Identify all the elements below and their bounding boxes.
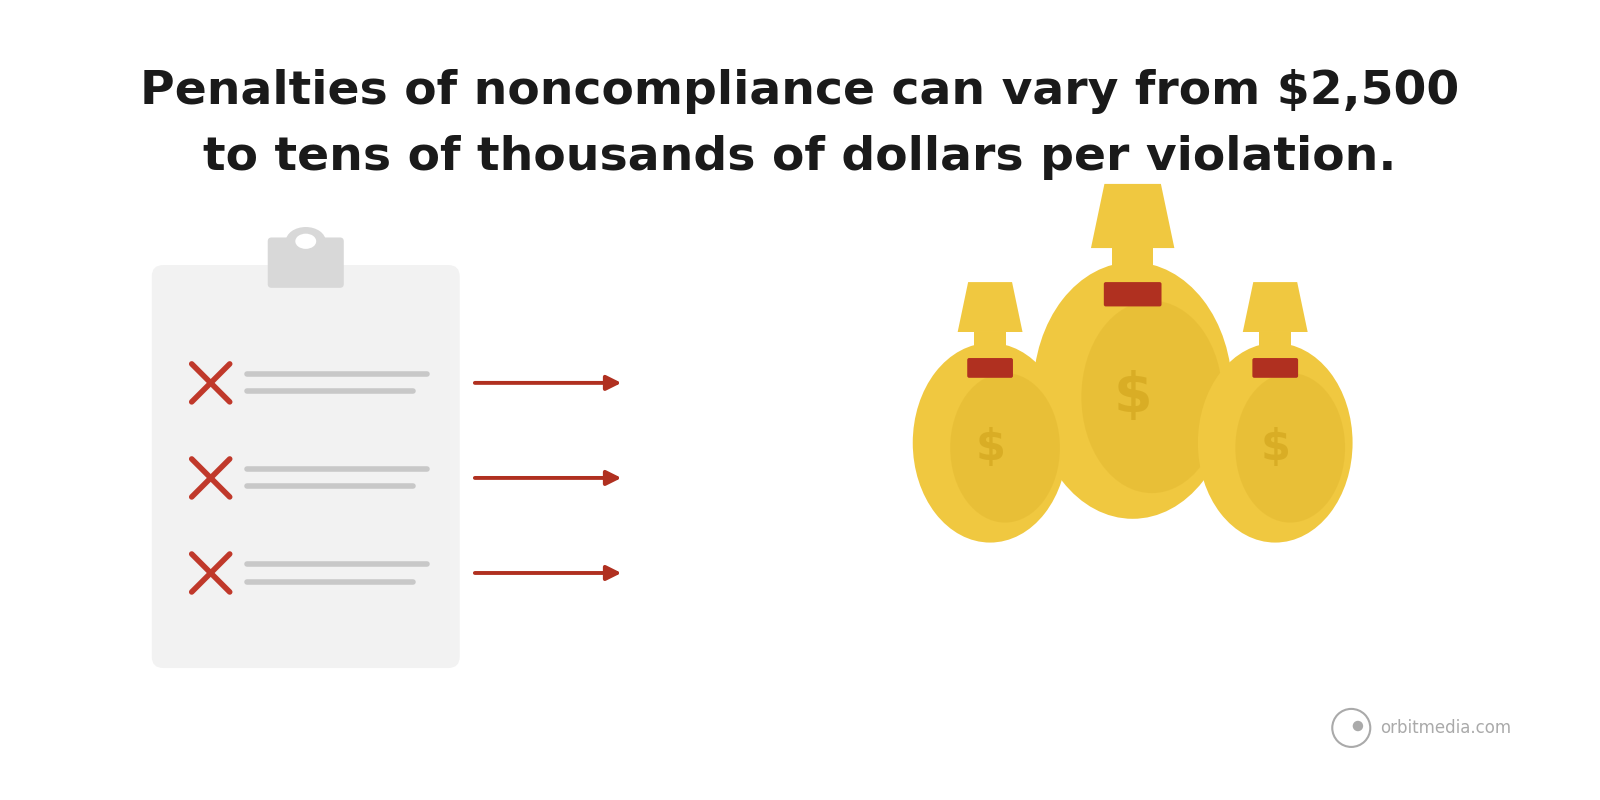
FancyBboxPatch shape	[1112, 248, 1154, 284]
FancyBboxPatch shape	[267, 238, 344, 288]
FancyBboxPatch shape	[974, 332, 1006, 360]
FancyBboxPatch shape	[152, 265, 459, 668]
Ellipse shape	[1198, 343, 1352, 542]
FancyBboxPatch shape	[968, 358, 1013, 378]
Ellipse shape	[296, 234, 317, 249]
Ellipse shape	[1235, 373, 1346, 522]
Text: orbitmedia.com: orbitmedia.com	[1379, 719, 1510, 737]
Text: to tens of thousands of dollars per violation.: to tens of thousands of dollars per viol…	[203, 135, 1397, 180]
Text: Penalties of noncompliance can vary from $2,500: Penalties of noncompliance can vary from…	[141, 69, 1459, 114]
Ellipse shape	[286, 227, 326, 255]
Ellipse shape	[950, 373, 1059, 522]
Polygon shape	[1243, 282, 1307, 332]
Text: $: $	[1261, 426, 1290, 469]
FancyBboxPatch shape	[1259, 332, 1291, 360]
Ellipse shape	[912, 343, 1067, 542]
Polygon shape	[958, 282, 1022, 332]
FancyBboxPatch shape	[1104, 282, 1162, 306]
Ellipse shape	[1082, 301, 1222, 493]
Text: $: $	[1114, 370, 1152, 424]
Polygon shape	[1091, 184, 1174, 248]
Circle shape	[1352, 721, 1363, 731]
Ellipse shape	[1034, 262, 1232, 519]
FancyBboxPatch shape	[1253, 358, 1298, 378]
Text: $: $	[974, 426, 1005, 469]
